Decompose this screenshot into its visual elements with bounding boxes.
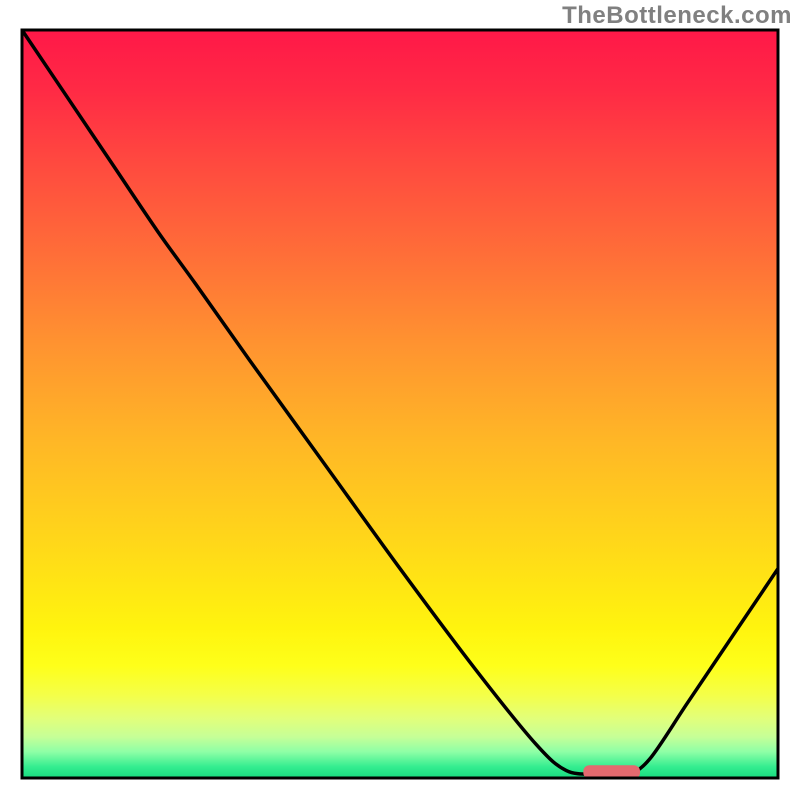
- chart-svg: [0, 0, 800, 800]
- bottleneck-chart: TheBottleneck.com: [0, 0, 800, 800]
- attribution-label: TheBottleneck.com: [562, 2, 792, 30]
- plot-background: [22, 30, 778, 778]
